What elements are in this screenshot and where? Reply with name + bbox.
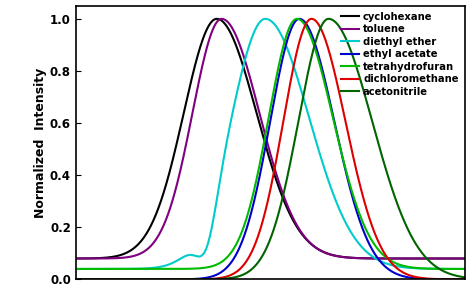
tetrahydrofuran <box>49 267 55 271</box>
diethyl ether <box>49 267 55 271</box>
ethyl acetate <box>256 178 262 182</box>
acetonitrile <box>133 278 138 281</box>
tetrahydrofuran <box>235 239 241 243</box>
acetonitrile <box>256 260 262 263</box>
diethyl ether <box>473 267 474 271</box>
diethyl ether <box>133 267 138 271</box>
tetrahydrofuran <box>256 166 262 170</box>
dichloromethane <box>309 17 314 21</box>
dichloromethane <box>104 278 110 281</box>
acetonitrile <box>104 278 110 281</box>
ethyl acetate <box>235 249 241 253</box>
toluene <box>235 39 241 42</box>
acetonitrile <box>49 278 55 281</box>
diethyl ether <box>235 87 241 91</box>
ethyl acetate <box>297 17 302 21</box>
ethyl acetate <box>49 278 55 281</box>
Y-axis label: Normalized  Intensity: Normalized Intensity <box>34 68 47 218</box>
cyclohexane <box>473 257 474 260</box>
diethyl ether <box>104 267 110 271</box>
Line: acetonitrile: acetonitrile <box>52 19 474 279</box>
diethyl ether <box>263 17 268 21</box>
ethyl acetate <box>133 278 138 281</box>
tetrahydrofuran <box>104 267 110 271</box>
acetonitrile <box>235 275 241 278</box>
cyclohexane <box>133 245 138 248</box>
Line: tetrahydrofuran: tetrahydrofuran <box>52 19 474 269</box>
ethyl acetate <box>104 278 110 281</box>
acetonitrile <box>473 277 474 280</box>
tetrahydrofuran <box>294 17 300 21</box>
Line: cyclohexane: cyclohexane <box>52 19 474 258</box>
dichloromethane <box>49 278 55 281</box>
toluene <box>473 257 474 260</box>
tetrahydrofuran <box>133 267 138 271</box>
Line: toluene: toluene <box>52 19 474 258</box>
toluene <box>256 110 262 113</box>
diethyl ether <box>256 22 262 25</box>
cyclohexane <box>256 120 262 124</box>
cyclohexane <box>235 49 241 52</box>
Legend: cyclohexane, toluene, diethyl ether, ethyl acetate, tetrahydrofuran, dichloromet: cyclohexane, toluene, diethyl ether, eth… <box>340 11 459 98</box>
acetonitrile <box>326 17 331 21</box>
toluene <box>133 254 138 257</box>
Line: ethyl acetate: ethyl acetate <box>52 19 474 279</box>
dichloromethane <box>256 232 262 235</box>
cyclohexane <box>104 256 110 259</box>
Line: dichloromethane: dichloromethane <box>52 19 474 279</box>
dichloromethane <box>235 269 241 273</box>
toluene <box>219 17 225 21</box>
cyclohexane <box>214 17 219 21</box>
dichloromethane <box>133 278 138 281</box>
tetrahydrofuran <box>473 267 474 271</box>
dichloromethane <box>473 278 474 281</box>
cyclohexane <box>49 257 55 260</box>
toluene <box>104 257 110 260</box>
toluene <box>49 257 55 260</box>
Line: diethyl ether: diethyl ether <box>52 19 474 269</box>
ethyl acetate <box>473 278 474 281</box>
